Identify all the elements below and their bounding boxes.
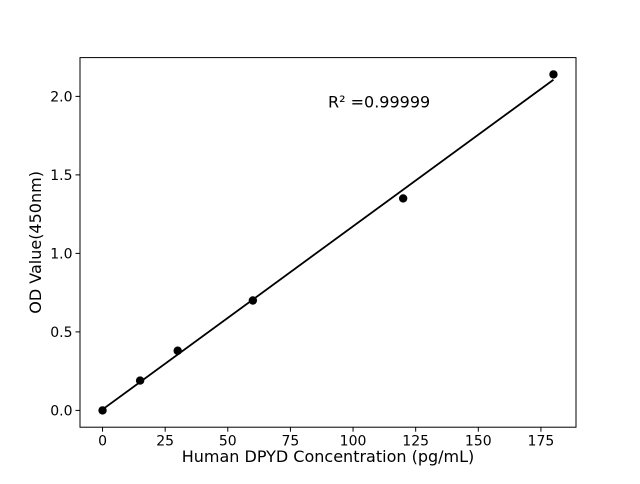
data-point — [98, 406, 107, 415]
y-axis-label: OD Value(450nm) — [26, 171, 45, 314]
data-point — [173, 346, 182, 355]
regression-line — [102, 79, 554, 411]
x-tick-label: 0 — [98, 434, 107, 450]
r-squared-annotation: R² =0.99999 — [328, 92, 430, 111]
x-tick-label: 25 — [156, 434, 174, 450]
x-tick-label: 100 — [340, 434, 367, 450]
data-point — [248, 296, 258, 305]
x-axis-label: Human DPYD Concentration (pg/mL) — [182, 447, 475, 466]
data-point — [135, 376, 145, 385]
y-tick-label: 1.0 — [50, 246, 72, 262]
y-axis-ticks: 0.0 0.5 1.0 1.5 2.0 — [50, 89, 80, 419]
x-axis-ticks: 0 25 50 75 100 125 150 175 — [98, 427, 554, 450]
data-points — [98, 70, 558, 415]
data-point — [549, 70, 558, 79]
data-point — [398, 194, 408, 203]
plot-area-border — [79, 57, 577, 428]
x-tick-label: 50 — [219, 434, 237, 450]
y-tick-label: 0.0 — [50, 403, 72, 419]
x-tick-label: 175 — [528, 434, 555, 450]
x-tick-label: 75 — [282, 434, 300, 450]
y-tick-label: 2.0 — [50, 89, 72, 105]
x-tick-label: 125 — [402, 434, 429, 450]
y-tick-label: 0.5 — [50, 325, 72, 341]
y-tick-label: 1.5 — [50, 168, 72, 184]
x-tick-label: 150 — [465, 434, 492, 450]
